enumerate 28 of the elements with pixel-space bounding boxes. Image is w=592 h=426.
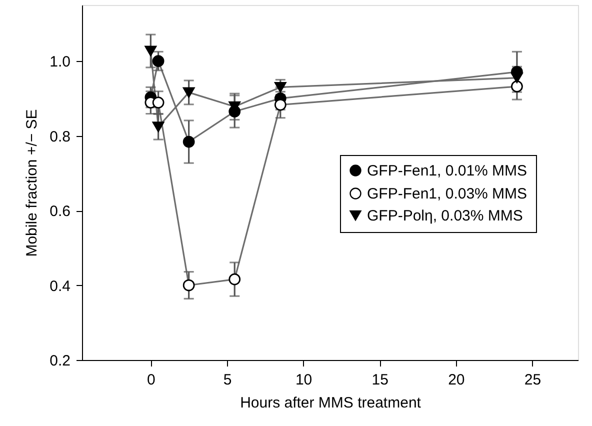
y-tick-label: 1.0	[50, 54, 70, 71]
x-tick-label: 5	[223, 372, 232, 388]
point	[182, 136, 195, 148]
point	[228, 273, 241, 286]
x-tick-label: 10	[295, 372, 312, 388]
point	[511, 80, 523, 92]
legend-label: GFP-Fen1, 0.03% MMS	[367, 186, 528, 202]
point	[144, 46, 157, 56]
point	[511, 72, 523, 84]
legend-label: GFP-Fen1, 0.01% MMS	[367, 162, 528, 180]
point	[182, 87, 195, 98]
legend-label: GFP-Polη, 0.03% MMS	[367, 208, 523, 224]
x-tick-label: 0	[147, 372, 156, 388]
y-tick-label: 0.4	[50, 278, 70, 295]
y-tick-label: 0.6	[50, 203, 70, 220]
y-tick-label: 0.2	[50, 352, 70, 370]
x-tick-label: 20	[448, 372, 465, 388]
point	[152, 55, 164, 67]
x-axis-title: Hours after MMS treatment	[240, 394, 422, 412]
point	[274, 98, 286, 111]
point	[182, 279, 195, 292]
point	[274, 82, 286, 92]
y-axis-title: Mobile fraction +/− SE	[24, 109, 41, 257]
point	[152, 96, 164, 108]
x-tick-label: 25	[524, 372, 542, 388]
point	[152, 122, 164, 132]
x-tick-label: 15	[372, 372, 388, 388]
y-tick-label: 0.8	[50, 128, 70, 146]
